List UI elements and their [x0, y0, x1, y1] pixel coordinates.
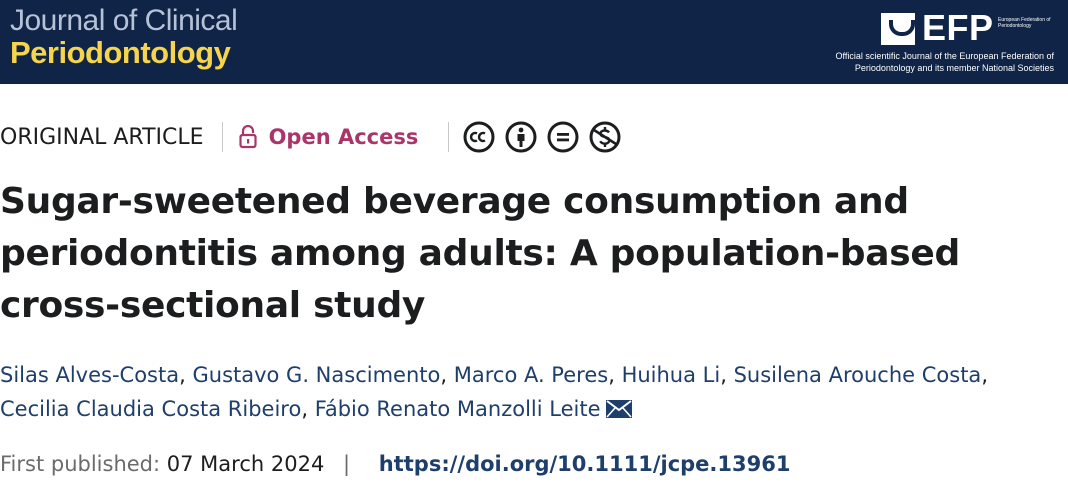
- author-link[interactable]: Silas Alves-Costa: [0, 363, 180, 387]
- author-separator: ,: [720, 363, 727, 387]
- author-link[interactable]: Huihua Li: [621, 363, 721, 387]
- journal-banner[interactable]: Journal of Clinical Periodontology EFP E…: [0, 0, 1068, 84]
- efp-mark-icon: [881, 13, 915, 45]
- author-link[interactable]: Fábio Renato Manzolli Leite: [314, 397, 601, 421]
- publication-info: First published: 07 March 2024 | https:/…: [0, 452, 790, 476]
- journal-title-line2: Periodontology: [10, 35, 231, 70]
- first-published-label: First published:: [0, 452, 161, 476]
- article-meta-row: ORIGINAL ARTICLE Open Access: [0, 120, 621, 154]
- lock-open-icon: [238, 124, 257, 149]
- efp-full-name: European Federation of Periodontology: [998, 17, 1051, 30]
- author-link[interactable]: Gustavo G. Nascimento: [192, 363, 441, 387]
- envelope-icon[interactable]: [605, 399, 633, 419]
- journal-logo[interactable]: Journal of Clinical Periodontology: [10, 4, 238, 70]
- doi-link[interactable]: https://doi.org/10.1111/jcpe.13961: [378, 452, 791, 476]
- author-separator: ,: [981, 363, 988, 387]
- author-separator: ,: [179, 363, 186, 387]
- publication-date: 07 March 2024: [166, 452, 325, 476]
- author-link[interactable]: Susilena Arouche Costa: [733, 363, 982, 387]
- efp-abbr: EFP: [922, 7, 994, 48]
- meta-divider: [448, 122, 450, 152]
- author-separator: ,: [440, 363, 448, 387]
- meta-divider: [221, 122, 223, 152]
- efp-description: Official scientific Journal of the Europ…: [835, 51, 1054, 73]
- author-link[interactable]: Cecilia Claudia Costa Ribeiro: [0, 397, 302, 421]
- author-separator: ,: [608, 363, 615, 387]
- open-access-label: Open Access: [268, 125, 419, 149]
- author-list: Silas Alves-Costa, Gustavo G. Nascimento…: [0, 358, 1065, 426]
- journal-title-line1: Journal of Clinical: [10, 4, 238, 37]
- by-icon: [505, 121, 537, 153]
- nd-icon: [547, 121, 579, 153]
- nc-icon: [589, 121, 621, 153]
- article-type: ORIGINAL ARTICLE: [0, 124, 204, 150]
- article-title: Sugar-sweetened beverage consumption and…: [0, 181, 960, 326]
- publication-separator: |: [343, 452, 351, 476]
- cc-icon: [463, 121, 495, 153]
- author-link[interactable]: Marco A. Peres: [453, 363, 609, 387]
- efp-logo[interactable]: EFP European Federation of Periodontolog…: [804, 7, 1054, 76]
- author-separator: ,: [301, 397, 309, 421]
- license-icons[interactable]: [463, 121, 621, 153]
